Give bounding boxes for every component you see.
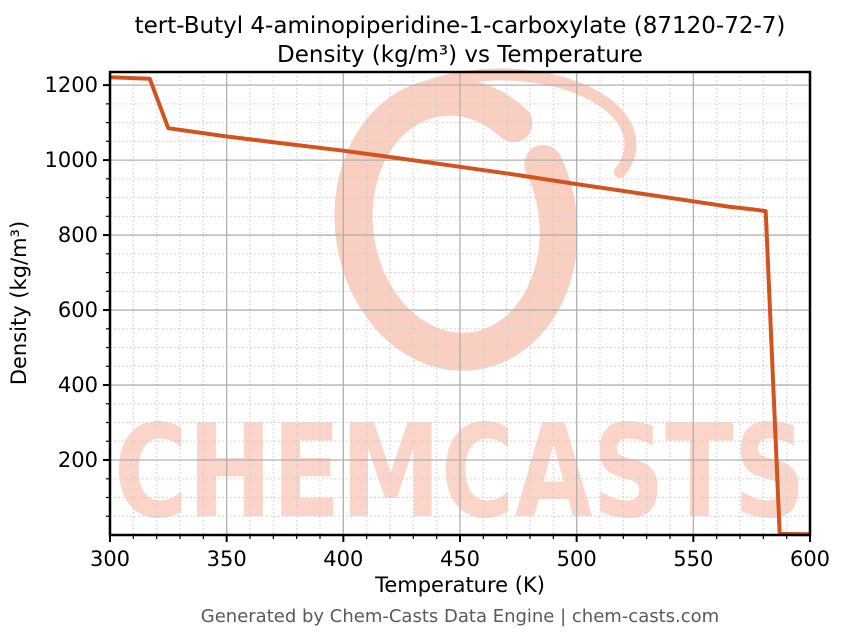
x-tick-label: 550 [673,547,713,571]
y-tick-label: 1200 [45,73,98,97]
x-tick-label: 500 [557,547,597,571]
chart-title-line1: tert-Butyl 4-aminopiperidine-1-carboxyla… [135,13,786,39]
chart-title-line2: Density (kg/m³) vs Temperature [277,42,643,68]
y-tick-labels: 200 400 600 800 1000 1200 [45,73,98,472]
y-tick-label: 400 [58,373,98,397]
axis-ticks [103,84,811,542]
y-tick-label: 600 [58,298,98,322]
x-tick-label: 400 [323,547,363,571]
x-axis-label: Temperature (K) [374,573,545,597]
x-tick-label: 600 [790,547,830,571]
y-tick-label: 800 [58,223,98,247]
y-axis-label: Density (kg/m³) [7,221,31,385]
footer-text: Generated by Chem-Casts Data Engine | ch… [201,606,719,627]
y-tick-label: 200 [58,448,98,472]
x-tick-label: 350 [207,547,247,571]
x-tick-label: 450 [440,547,480,571]
density-line-series [109,75,811,537]
chemcasts-c-swirl-icon [334,77,578,371]
y-tick-label: 1000 [45,148,98,172]
x-tick-label: 300 [90,547,130,571]
x-tick-labels: 300 350 400 450 500 550 600 [90,547,830,571]
